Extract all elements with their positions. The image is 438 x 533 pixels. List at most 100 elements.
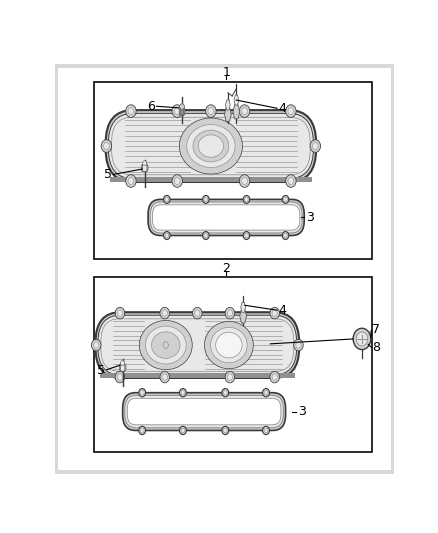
Circle shape — [296, 342, 301, 348]
Text: 5: 5 — [97, 365, 105, 377]
Text: 4: 4 — [279, 102, 286, 115]
Circle shape — [282, 196, 289, 204]
Ellipse shape — [198, 135, 223, 157]
Ellipse shape — [193, 130, 229, 162]
Circle shape — [312, 142, 318, 150]
Circle shape — [193, 308, 202, 319]
Circle shape — [270, 308, 279, 319]
Bar — [94, 83, 372, 259]
Circle shape — [162, 374, 167, 380]
Circle shape — [204, 233, 208, 238]
Circle shape — [181, 428, 185, 433]
Circle shape — [263, 426, 269, 434]
Circle shape — [272, 310, 277, 316]
Circle shape — [223, 428, 227, 433]
FancyBboxPatch shape — [150, 202, 302, 233]
Circle shape — [242, 177, 247, 184]
Circle shape — [139, 426, 145, 434]
Ellipse shape — [179, 118, 243, 174]
Circle shape — [128, 108, 134, 115]
Circle shape — [272, 374, 277, 380]
Circle shape — [245, 197, 248, 201]
Circle shape — [206, 105, 216, 117]
Circle shape — [163, 196, 170, 204]
Circle shape — [270, 372, 279, 383]
Circle shape — [245, 233, 248, 238]
Circle shape — [227, 310, 233, 316]
Text: 3: 3 — [298, 405, 306, 418]
FancyBboxPatch shape — [152, 205, 300, 230]
Circle shape — [208, 108, 214, 115]
Circle shape — [243, 231, 250, 239]
Circle shape — [143, 161, 147, 166]
FancyBboxPatch shape — [120, 364, 125, 371]
Text: 8: 8 — [372, 342, 380, 354]
Circle shape — [117, 374, 123, 380]
Circle shape — [282, 231, 289, 239]
Circle shape — [103, 142, 110, 150]
Bar — [110, 177, 312, 182]
Circle shape — [264, 428, 268, 433]
Circle shape — [180, 389, 186, 397]
Circle shape — [160, 372, 170, 383]
Circle shape — [92, 340, 101, 351]
Circle shape — [101, 140, 112, 152]
Ellipse shape — [205, 321, 253, 369]
Circle shape — [242, 108, 247, 115]
Circle shape — [115, 308, 125, 319]
Circle shape — [165, 233, 169, 238]
Circle shape — [288, 177, 294, 184]
Polygon shape — [234, 95, 239, 105]
FancyBboxPatch shape — [95, 312, 299, 378]
FancyBboxPatch shape — [180, 108, 184, 116]
Circle shape — [284, 197, 287, 201]
FancyBboxPatch shape — [108, 114, 314, 179]
Circle shape — [222, 389, 229, 397]
Circle shape — [126, 105, 136, 117]
Text: 3: 3 — [306, 211, 314, 224]
Circle shape — [227, 374, 233, 380]
FancyBboxPatch shape — [112, 117, 310, 175]
Circle shape — [203, 231, 209, 239]
Circle shape — [165, 197, 169, 201]
Circle shape — [194, 310, 200, 316]
Circle shape — [139, 389, 145, 397]
Circle shape — [163, 231, 170, 239]
Ellipse shape — [145, 326, 186, 364]
Circle shape — [223, 390, 227, 395]
Circle shape — [264, 390, 268, 395]
Circle shape — [288, 108, 294, 115]
Circle shape — [286, 105, 296, 117]
Text: 1: 1 — [222, 67, 230, 79]
Circle shape — [356, 332, 367, 346]
FancyBboxPatch shape — [142, 164, 147, 172]
Circle shape — [140, 428, 144, 433]
Polygon shape — [226, 100, 230, 110]
Ellipse shape — [187, 125, 235, 167]
FancyBboxPatch shape — [141, 164, 148, 172]
Circle shape — [263, 389, 269, 397]
Ellipse shape — [215, 332, 242, 358]
FancyBboxPatch shape — [181, 108, 183, 116]
Circle shape — [284, 233, 287, 238]
Polygon shape — [241, 302, 246, 312]
Circle shape — [126, 175, 136, 187]
Bar — [99, 373, 295, 378]
Circle shape — [286, 175, 296, 187]
FancyBboxPatch shape — [119, 364, 126, 371]
Circle shape — [120, 360, 125, 366]
Circle shape — [239, 105, 250, 117]
FancyBboxPatch shape — [106, 110, 316, 182]
FancyBboxPatch shape — [101, 319, 294, 372]
Circle shape — [203, 196, 209, 204]
Circle shape — [222, 426, 229, 434]
Circle shape — [293, 340, 303, 351]
FancyBboxPatch shape — [148, 199, 304, 236]
Circle shape — [162, 310, 167, 316]
Circle shape — [117, 310, 123, 316]
Circle shape — [94, 342, 99, 348]
Circle shape — [225, 308, 235, 319]
Circle shape — [243, 196, 250, 204]
FancyBboxPatch shape — [98, 315, 297, 375]
Circle shape — [239, 175, 250, 187]
